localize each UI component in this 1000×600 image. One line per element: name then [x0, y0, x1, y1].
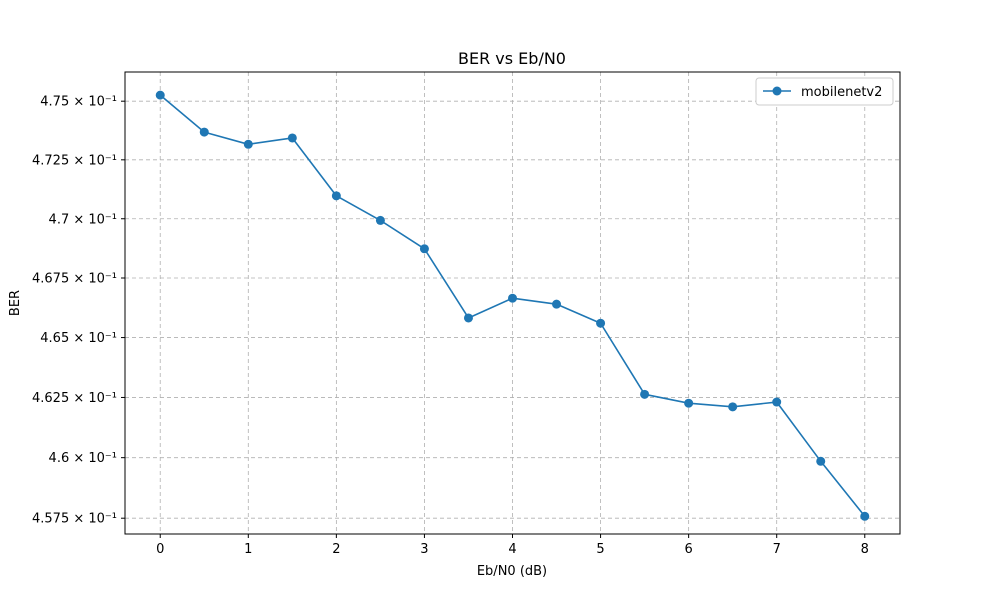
x-tick-label: 8	[861, 542, 869, 557]
x-tick-label: 4	[508, 542, 516, 557]
legend-label-mobilenetv2: mobilenetv2	[801, 85, 882, 100]
data-point	[860, 511, 870, 521]
x-tick-label: 1	[244, 542, 252, 557]
data-point	[199, 127, 209, 137]
data-point	[331, 191, 341, 201]
y-axis-label: BER	[8, 290, 23, 316]
y-tick-label: 4.6 × 10⁻¹	[49, 451, 117, 466]
legend-marker-swatch	[772, 86, 782, 96]
x-tick-label: 2	[332, 542, 340, 557]
series-layer	[155, 90, 870, 521]
data-point	[552, 299, 562, 309]
x-tick-label: 7	[773, 542, 781, 557]
data-point	[375, 215, 385, 225]
data-point	[596, 318, 606, 328]
x-tick-label: 3	[420, 542, 428, 557]
x-axis-label: Eb/N0 (dB)	[477, 564, 547, 579]
y-tick-label: 4.7 × 10⁻¹	[49, 212, 117, 227]
data-point	[816, 456, 826, 466]
x-tick-label: 0	[156, 542, 164, 557]
data-point	[463, 313, 473, 323]
data-point	[684, 398, 694, 408]
grid-layer	[125, 72, 900, 534]
y-tick-label: 4.625 × 10⁻¹	[32, 391, 117, 406]
y-tick-label: 4.575 × 10⁻¹	[32, 512, 117, 527]
x-tick-label: 5	[596, 542, 604, 557]
data-point	[155, 90, 165, 100]
y-axis: 4.575 × 10⁻¹ 4.6 × 10⁻¹ 4.625 × 10⁻¹ 4.65 ×…	[32, 95, 125, 527]
data-point	[772, 397, 782, 407]
chart-title: BER vs Eb/N0	[458, 49, 566, 68]
y-tick-label: 4.675 × 10⁻¹	[32, 272, 117, 287]
data-point	[640, 389, 650, 399]
data-point	[243, 139, 253, 149]
data-point	[287, 133, 297, 143]
x-axis: 0 1 2 3 4 5 6 7 8	[156, 534, 869, 557]
data-point	[419, 244, 429, 254]
y-tick-label: 4.75 × 10⁻¹	[40, 95, 117, 110]
data-point	[508, 293, 517, 303]
y-tick-label: 4.725 × 10⁻¹	[32, 153, 117, 168]
data-point	[728, 402, 738, 412]
x-tick-label: 6	[684, 542, 692, 557]
legend-box	[755, 77, 894, 106]
legend: mobilenetv2	[755, 77, 894, 106]
y-tick-label: 4.65 × 10⁻¹	[40, 331, 117, 346]
